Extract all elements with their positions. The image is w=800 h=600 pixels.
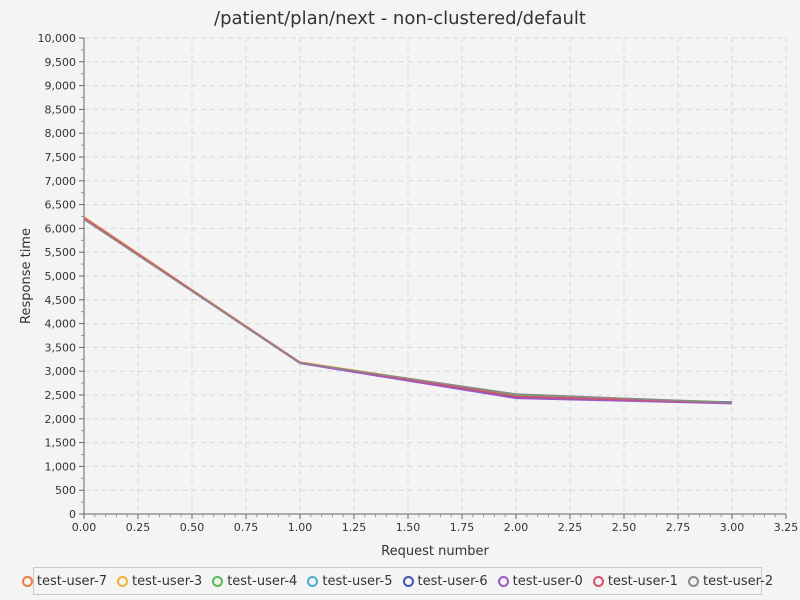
- x-tick-label: 1.25: [342, 521, 367, 534]
- y-tick-label: 2,500: [45, 389, 77, 402]
- x-tick-label: 2.25: [558, 521, 583, 534]
- x-tick-label: 2.00: [504, 521, 529, 534]
- legend-label: test-user-1: [607, 573, 678, 589]
- y-axis-title: Response time: [19, 228, 34, 324]
- legend-item-test-user-2: test-user-2: [687, 573, 774, 589]
- x-tick-label: 1.00: [288, 521, 313, 534]
- y-tick-label: 5,500: [45, 246, 77, 259]
- x-tick-label: 0.50: [180, 521, 205, 534]
- y-tick-label: 10,000: [38, 32, 77, 45]
- legend-item-test-user-3: test-user-3: [117, 574, 202, 589]
- y-tick-label: 0: [69, 508, 76, 521]
- legend-marker-icon: [592, 575, 604, 587]
- x-axis-title: Request number: [381, 544, 489, 559]
- x-tick-label: 0.25: [126, 521, 151, 534]
- y-tick-label: 9,500: [45, 56, 77, 69]
- x-tick-label: 2.75: [666, 521, 691, 534]
- y-tick-label: 1,000: [45, 460, 77, 473]
- y-tick-label: 2,000: [45, 413, 77, 426]
- legend-marker-icon: [307, 575, 319, 587]
- y-tick-label: 5,000: [45, 270, 77, 283]
- legend-label: test-user-5: [322, 573, 393, 589]
- legend-label: test-user-6: [417, 573, 488, 589]
- legend-label: test-user-2: [702, 573, 774, 589]
- axes: 0 500 1,000 1,500 2,000 2,500 3,000 3,500 4,000 4…: [38, 32, 799, 534]
- y-tick-label: 4,000: [45, 318, 77, 331]
- legend-marker-icon: [402, 575, 414, 587]
- y-tick-label: 4,500: [45, 294, 77, 307]
- legend-marker-icon: [117, 575, 129, 587]
- legend-label: test-user-0: [512, 573, 583, 589]
- x-tick-label: 0.75: [234, 521, 259, 534]
- y-tick-label: 1,500: [45, 437, 77, 450]
- y-tick-label: 7,000: [45, 175, 77, 188]
- legend-item-test-user-5: test-user-5: [307, 573, 393, 589]
- y-tick-label: 7,500: [45, 151, 77, 164]
- y-tick-label: 3,000: [45, 365, 77, 378]
- legend-item-test-user-4: test-user-4: [212, 574, 297, 589]
- y-tick-label: 6,500: [45, 199, 77, 212]
- legend: test-user-7 test-user-3 test-user-4 test-us…: [21, 567, 773, 595]
- legend-marker-icon: [687, 575, 699, 587]
- y-tick-label: 8,000: [45, 127, 77, 140]
- legend-label: test-user-7: [36, 573, 108, 589]
- x-tick-label: 3.00: [720, 521, 745, 534]
- y-tick-label: 6,000: [45, 222, 77, 235]
- y-tick-label: 8,500: [45, 103, 77, 116]
- x-tick-label: 1.50: [396, 521, 421, 534]
- grid: [83, 37, 787, 515]
- legend-item-test-user-6: test-user-6: [402, 573, 488, 589]
- legend-label: test-user-3: [132, 573, 203, 589]
- legend-marker-icon: [497, 575, 509, 587]
- x-tick-label: 2.50: [612, 521, 637, 534]
- x-tick-label: 3.25: [774, 521, 799, 534]
- y-tick-label: 3,500: [45, 341, 77, 354]
- legend-marker-icon: [212, 575, 224, 587]
- x-tick-label: 0.00: [72, 521, 97, 534]
- legend-item-test-user-1: test-user-1: [592, 573, 678, 589]
- legend-item-test-user-7: test-user-7: [21, 573, 108, 589]
- y-tick-label: 9,000: [45, 80, 77, 93]
- y-tick-label: 500: [55, 484, 76, 497]
- x-tick-label: 1.75: [450, 521, 475, 534]
- series-lines: [83, 216, 733, 405]
- legend-label: test-user-4: [227, 573, 298, 589]
- legend-marker-icon: [21, 575, 33, 587]
- chart-title: /patient/plan/next - non-clustered/defau…: [214, 8, 586, 29]
- legend-item-test-user-0: test-user-0: [497, 573, 583, 589]
- series-line-test-user-2: [83, 218, 733, 404]
